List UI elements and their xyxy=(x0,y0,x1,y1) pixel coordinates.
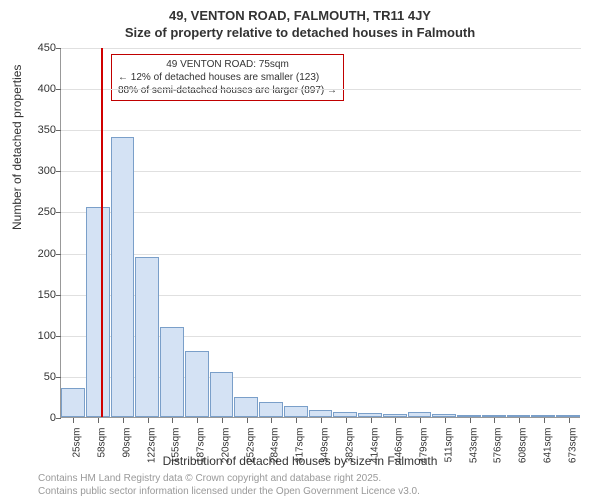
annotation-line1: ← 12% of detached houses are smaller (12… xyxy=(118,71,337,84)
y-tick-label: 200 xyxy=(26,248,56,260)
histogram-bar xyxy=(457,415,481,417)
footer-line1: Contains HM Land Registry data © Crown c… xyxy=(38,472,420,485)
y-tick-mark xyxy=(56,89,61,90)
y-tick-mark xyxy=(56,418,61,419)
x-tick-mark xyxy=(296,418,297,423)
y-tick-mark xyxy=(56,130,61,131)
x-tick-mark xyxy=(494,418,495,423)
x-tick-label: 25sqm xyxy=(72,428,83,458)
x-tick-mark xyxy=(172,418,173,423)
annotation-title: 49 VENTON ROAD: 75sqm xyxy=(118,58,337,71)
histogram-bar xyxy=(408,412,432,417)
x-tick-mark xyxy=(395,418,396,423)
histogram-bar xyxy=(358,413,382,417)
histogram-bar xyxy=(556,415,580,417)
footer-attribution: Contains HM Land Registry data © Crown c… xyxy=(38,472,420,498)
page-title-sub: Size of property relative to detached ho… xyxy=(0,23,600,40)
x-tick-mark xyxy=(544,418,545,423)
histogram-bar xyxy=(86,207,110,417)
y-tick-label: 0 xyxy=(26,412,56,424)
gridline xyxy=(61,130,581,131)
x-tick-mark xyxy=(148,418,149,423)
histogram-bar xyxy=(432,414,456,417)
gridline xyxy=(61,48,581,49)
x-tick-mark xyxy=(222,418,223,423)
x-tick-mark xyxy=(519,418,520,423)
histogram-bar xyxy=(210,372,234,417)
histogram-bar xyxy=(185,351,209,417)
gridline xyxy=(61,212,581,213)
x-tick-mark xyxy=(470,418,471,423)
x-tick-mark xyxy=(73,418,74,423)
histogram-bar xyxy=(111,137,135,417)
y-tick-label: 300 xyxy=(26,165,56,177)
x-tick-mark xyxy=(123,418,124,423)
y-tick-mark xyxy=(56,295,61,296)
histogram-bar xyxy=(61,388,85,417)
histogram-bar xyxy=(333,412,357,417)
y-tick-label: 400 xyxy=(26,83,56,95)
histogram-bar xyxy=(259,402,283,417)
histogram-bar xyxy=(234,397,258,417)
gridline xyxy=(61,254,581,255)
y-axis-label: Number of detached properties xyxy=(10,65,24,230)
x-tick-mark xyxy=(371,418,372,423)
y-tick-label: 100 xyxy=(26,330,56,342)
y-tick-label: 150 xyxy=(26,289,56,301)
x-tick-mark xyxy=(271,418,272,423)
x-tick-mark xyxy=(321,418,322,423)
y-tick-mark xyxy=(56,254,61,255)
y-tick-mark xyxy=(56,336,61,337)
y-tick-mark xyxy=(56,377,61,378)
y-tick-mark xyxy=(56,48,61,49)
x-tick-mark xyxy=(346,418,347,423)
gridline xyxy=(61,89,581,90)
gridline xyxy=(61,171,581,172)
footer-line2: Contains public sector information licen… xyxy=(38,485,420,498)
y-tick-label: 250 xyxy=(26,206,56,218)
x-tick-mark xyxy=(569,418,570,423)
x-tick-mark xyxy=(420,418,421,423)
plot-area: 49 VENTON ROAD: 75sqm ← 12% of detached … xyxy=(60,48,580,418)
histogram-bar xyxy=(383,414,407,417)
annotation-line2: 88% of semi-detached houses are larger (… xyxy=(118,84,337,97)
x-tick-label: 90sqm xyxy=(121,428,132,458)
x-tick-label: 58sqm xyxy=(97,428,108,458)
histogram-bar xyxy=(482,415,506,417)
marker-line xyxy=(101,48,103,417)
x-tick-mark xyxy=(98,418,99,423)
y-tick-mark xyxy=(56,171,61,172)
histogram-bar xyxy=(135,257,159,417)
page-title-main: 49, VENTON ROAD, FALMOUTH, TR11 4JY xyxy=(0,0,600,23)
x-tick-mark xyxy=(247,418,248,423)
x-axis-label: Distribution of detached houses by size … xyxy=(0,454,600,468)
y-tick-label: 450 xyxy=(26,42,56,54)
y-tick-label: 350 xyxy=(26,124,56,136)
histogram-bar xyxy=(309,410,333,417)
y-tick-mark xyxy=(56,212,61,213)
histogram-bar xyxy=(531,415,555,417)
annotation-box: 49 VENTON ROAD: 75sqm ← 12% of detached … xyxy=(111,54,344,101)
chart-container: 49 VENTON ROAD: 75sqm ← 12% of detached … xyxy=(60,48,580,418)
y-tick-label: 50 xyxy=(26,371,56,383)
histogram-bar xyxy=(507,415,531,417)
x-tick-mark xyxy=(445,418,446,423)
histogram-bar xyxy=(284,406,308,418)
x-tick-mark xyxy=(197,418,198,423)
histogram-bar xyxy=(160,327,184,417)
